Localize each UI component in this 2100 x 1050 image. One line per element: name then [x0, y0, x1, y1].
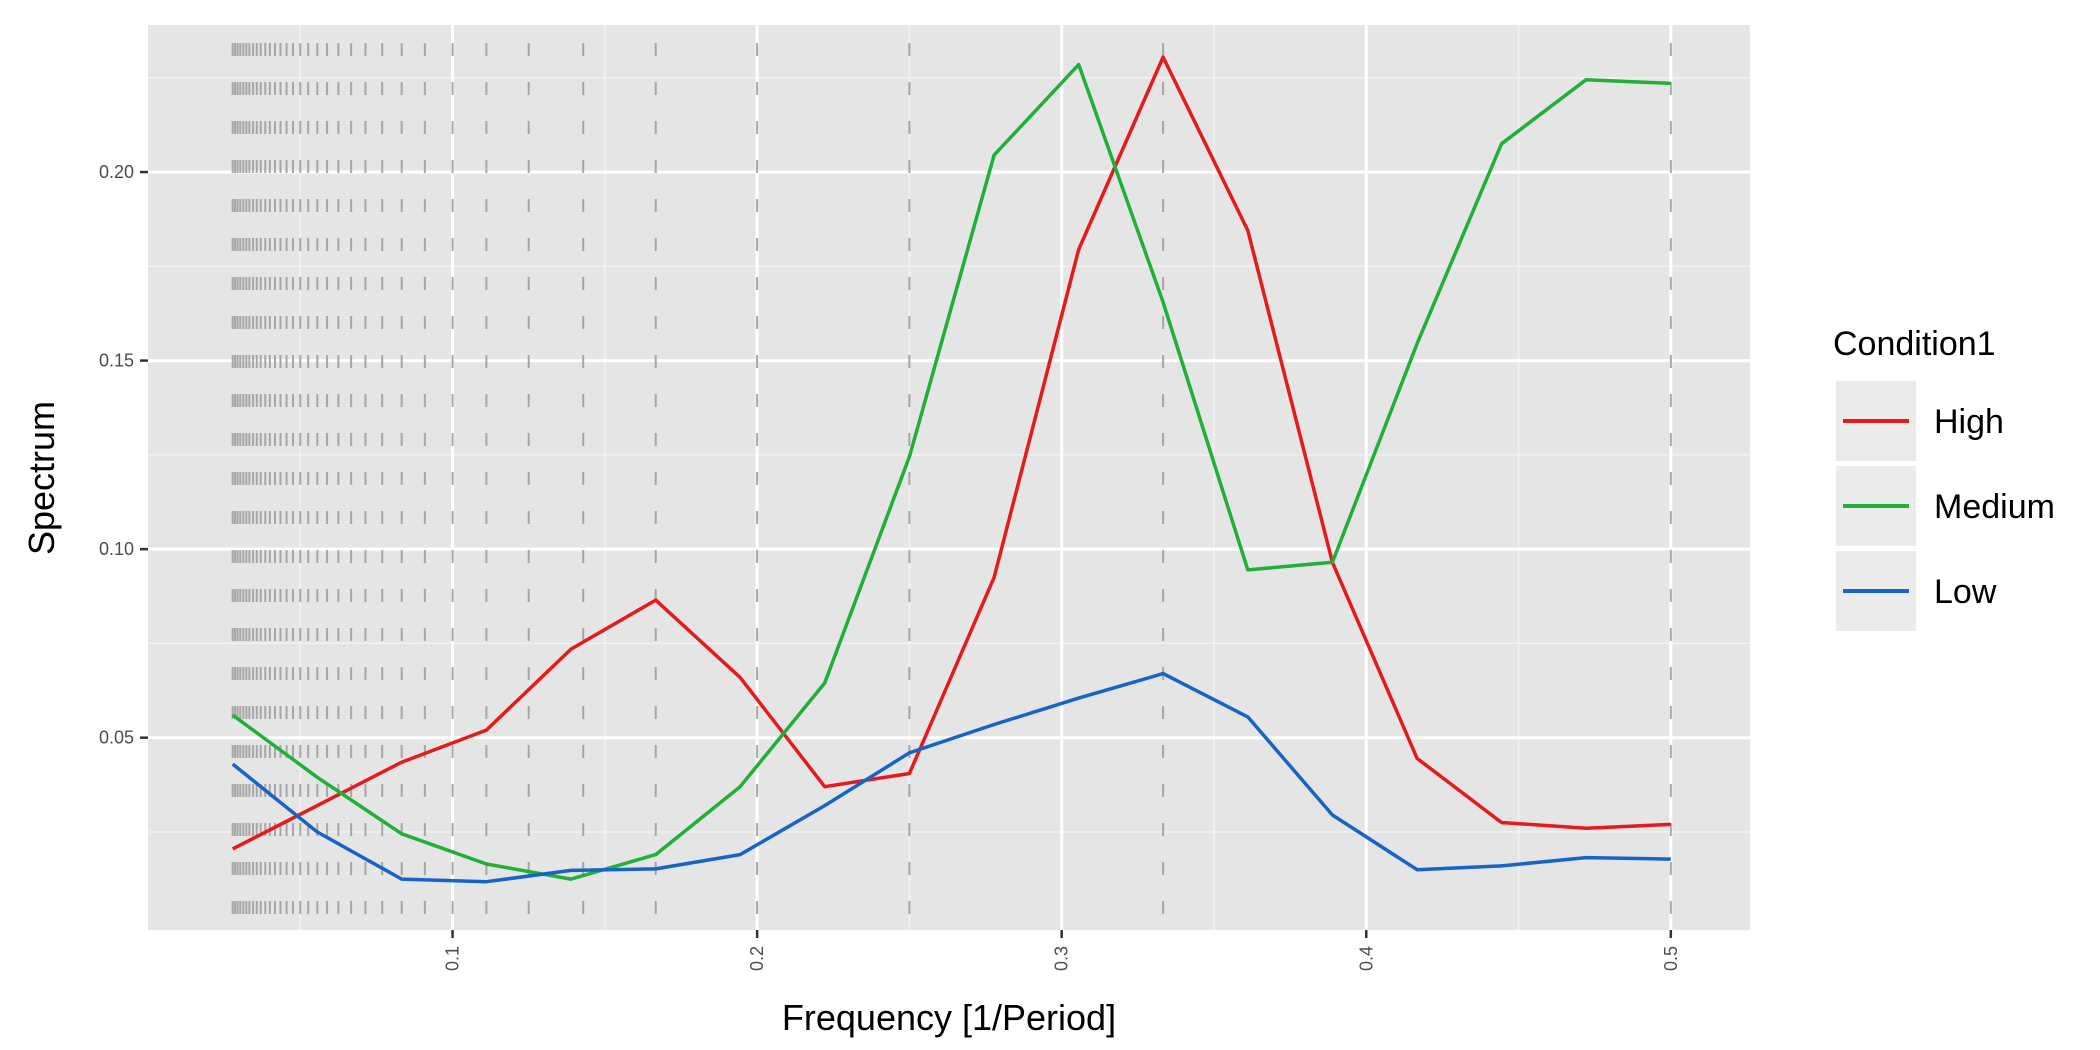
- legend-item-medium: Medium: [1836, 466, 2055, 546]
- y-tick-label: 0.20: [99, 162, 134, 182]
- legend-items: High Medium Low: [1836, 381, 2055, 631]
- x-tick-label: 0.1: [443, 946, 463, 971]
- series-lines: [231, 55, 1671, 884]
- x-tick-label: 0.5: [1661, 946, 1681, 971]
- legend-label: Medium: [1934, 488, 2055, 526]
- y-axis-ticks: 0.05 0.10 0.15 0.20: [99, 162, 148, 748]
- legend-item-low: Low: [1836, 551, 1997, 631]
- legend-label: High: [1934, 403, 2004, 441]
- x-tick-label: 0.3: [1052, 946, 1072, 971]
- legend-item-high: High: [1836, 381, 2004, 461]
- y-tick-label: 0.10: [99, 539, 134, 559]
- legend: Condition1 High Medium Low: [1833, 325, 2055, 631]
- x-tick-label: 0.2: [747, 946, 767, 971]
- minor-gridlines: [148, 25, 1750, 930]
- y-axis-title: Spectrum: [21, 401, 62, 555]
- legend-label: Low: [1934, 573, 1997, 611]
- x-axis-ticks: 0.1 0.2 0.3 0.4 0.5: [443, 930, 1681, 971]
- y-tick-label: 0.15: [99, 351, 134, 371]
- x-tick-label: 0.4: [1356, 946, 1376, 971]
- x-axis-title: Frequency [1/Period]: [782, 997, 1116, 1038]
- legend-title: Condition1: [1833, 325, 1996, 363]
- plot-panel: [148, 25, 1750, 930]
- series-line-medium: [231, 62, 1671, 881]
- y-tick-label: 0.05: [99, 728, 134, 748]
- series-line-low: [231, 671, 1671, 884]
- series-line-high: [231, 55, 1671, 851]
